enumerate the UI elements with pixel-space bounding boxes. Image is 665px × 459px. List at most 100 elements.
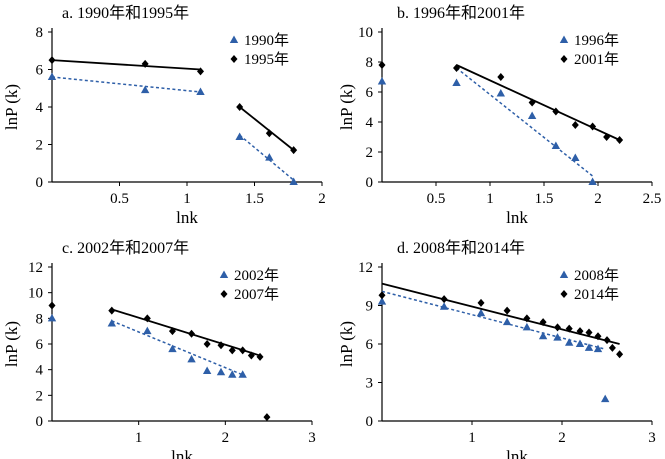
y-tick-label: 9	[366, 299, 374, 315]
data-point-triangle	[238, 370, 247, 378]
data-point-diamond	[236, 103, 244, 111]
legend-label: 1995年	[244, 51, 289, 68]
data-point-triangle	[143, 326, 152, 335]
legend-marker-diamond	[560, 290, 568, 298]
fit-line-triangle	[51, 76, 201, 93]
data-point-triangle	[47, 313, 57, 322]
data-point-triangle	[502, 317, 512, 326]
data-point-diamond	[616, 350, 624, 359]
data-point-triangle	[565, 338, 574, 346]
legend-label: 2001年	[574, 51, 619, 68]
data-point-diamond	[554, 323, 561, 332]
y-axis-label: lnP (k)	[2, 321, 21, 367]
data-point-diamond	[589, 122, 597, 131]
data-point-triangle	[289, 177, 298, 185]
legend-label: 2007年	[234, 286, 279, 303]
x-tick-label: 0.5	[110, 191, 129, 207]
data-point-diamond	[48, 56, 56, 65]
y-tick-label: 6	[366, 85, 374, 101]
data-point-diamond	[168, 327, 176, 336]
y-axis-label: lnP (k)	[337, 84, 356, 130]
data-point-triangle	[593, 344, 603, 353]
x-tick-label: 2	[222, 430, 230, 446]
data-point-diamond	[197, 67, 204, 76]
x-tick-label: 2	[318, 191, 326, 207]
x-tick-label: 1	[486, 191, 494, 207]
data-point-triangle	[476, 308, 486, 317]
data-point-diamond	[477, 298, 485, 307]
legend-marker-triangle	[229, 35, 239, 43]
legend-label: 2014年	[574, 286, 619, 303]
legend-marker-triangle	[559, 35, 569, 43]
data-point-triangle	[575, 339, 585, 347]
data-point-triangle	[496, 89, 505, 97]
data-point-triangle	[527, 111, 537, 119]
data-point-diamond	[585, 328, 593, 337]
x-tick-label: 2	[594, 191, 602, 207]
chart-title: c. 2002年和2007年	[62, 239, 189, 257]
y-tick-label: 12	[358, 260, 373, 276]
data-point-triangle	[601, 394, 610, 403]
y-tick-label: 2	[36, 138, 44, 154]
legend-marker-triangle	[559, 270, 569, 278]
data-point-diamond	[608, 343, 616, 352]
data-point-diamond	[523, 314, 531, 323]
data-point-triangle	[47, 72, 57, 80]
y-tick-label: 0	[366, 175, 374, 191]
data-point-triangle	[107, 318, 116, 327]
data-point-triangle	[439, 302, 449, 310]
y-axis-label: lnP (k)	[2, 84, 21, 130]
data-point-diamond	[290, 146, 298, 155]
fit-line-diamond	[456, 64, 620, 141]
data-point-diamond	[453, 64, 461, 72]
legend-marker-triangle	[219, 270, 229, 278]
y-tick-label: 12	[28, 260, 43, 276]
data-point-triangle	[571, 153, 580, 161]
data-point-diamond	[217, 341, 225, 350]
legend-marker-diamond	[220, 290, 228, 298]
y-tick-label: 8	[36, 311, 44, 327]
y-tick-label: 4	[36, 100, 44, 116]
data-point-diamond	[528, 98, 536, 107]
x-tick-label: 1	[468, 430, 476, 446]
legend-label: 1990年	[244, 32, 289, 49]
data-point-triangle	[196, 87, 205, 95]
y-tick-label: 6	[36, 337, 44, 353]
data-point-triangle	[377, 77, 387, 85]
legend-label: 2002年	[234, 267, 279, 284]
chart-panel-2: b. 1996年和2001年 0 2 4 6 8 10 0.5 1 1.5 2 2.5 lnk lnP (…	[337, 4, 661, 227]
chart-title: a. 1990年和1995年	[62, 4, 189, 22]
data-point-diamond	[108, 306, 116, 315]
x-axis-label: lnk	[176, 208, 198, 227]
data-point-triangle	[265, 153, 274, 161]
chart-panel-1: a. 1990年和1995年 0 2 4 6 8 0.5 1 1.5 2 lnk lnP (k) 199…	[2, 4, 326, 227]
data-point-diamond	[571, 121, 579, 129]
chart-title: b. 1996年和2001年	[397, 4, 525, 22]
fit-line-triangle	[111, 320, 243, 376]
x-tick-label: 0.5	[427, 191, 446, 207]
data-point-diamond	[497, 73, 505, 81]
data-point-triangle	[187, 354, 196, 363]
x-tick-label: 2	[558, 430, 566, 446]
y-tick-label: 3	[366, 376, 374, 392]
x-tick-label: 3	[308, 430, 316, 446]
x-axis-label: lnk	[506, 447, 528, 459]
y-tick-label: 0	[36, 175, 44, 191]
data-point-diamond	[603, 336, 611, 345]
data-point-diamond	[594, 332, 602, 341]
legend-marker-diamond	[230, 55, 238, 63]
data-point-diamond	[616, 136, 624, 144]
x-axis-label: lnk	[171, 447, 193, 459]
data-point-triangle	[140, 85, 150, 94]
data-point-diamond	[263, 413, 271, 422]
data-point-triangle	[377, 297, 387, 305]
x-tick-label: 3	[648, 430, 656, 446]
y-tick-label: 8	[36, 25, 44, 41]
chart-title: d. 2008年和2014年	[397, 239, 525, 257]
data-point-diamond	[565, 324, 573, 333]
x-tick-label: 1	[183, 191, 191, 207]
data-point-diamond	[141, 59, 149, 68]
data-point-diamond	[378, 61, 386, 69]
data-point-diamond	[256, 352, 264, 361]
